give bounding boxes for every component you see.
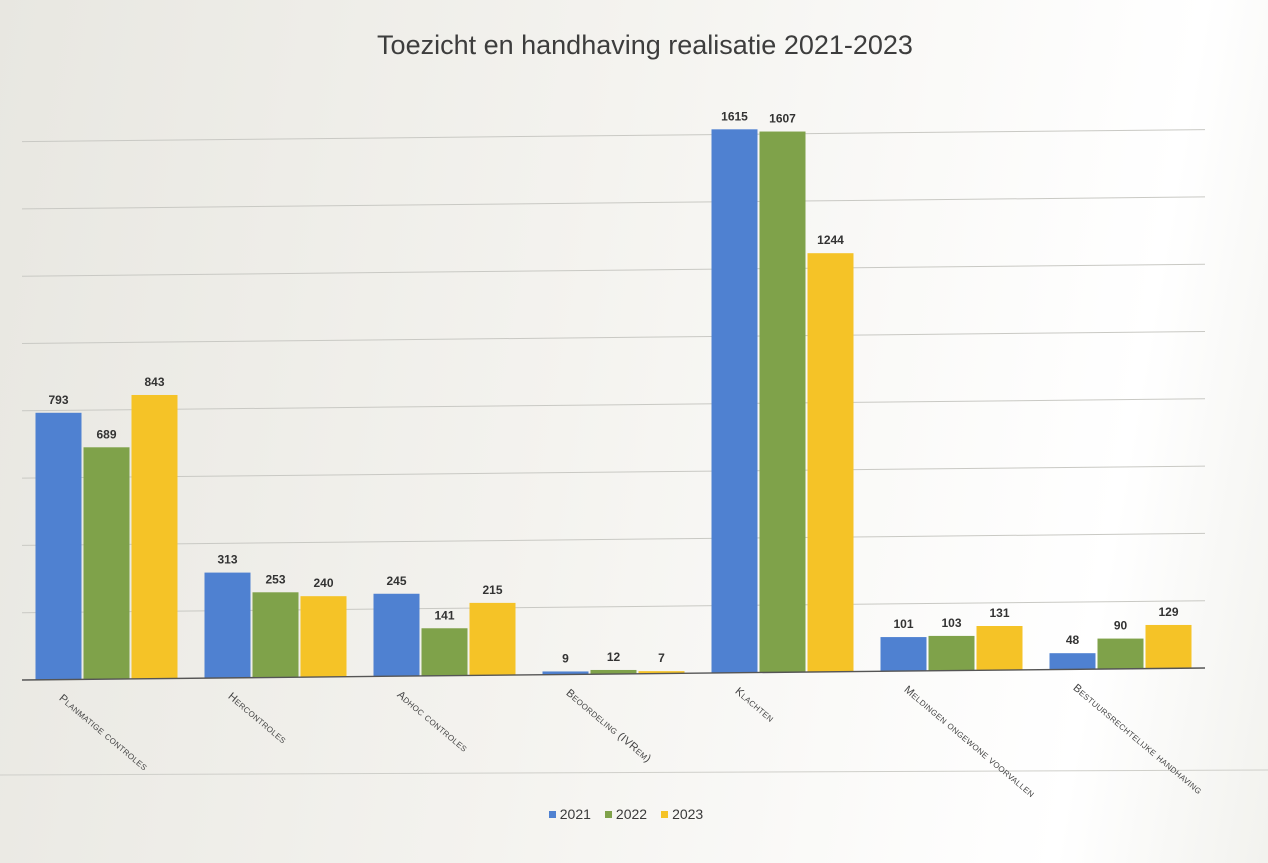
data-label: 1615: [721, 109, 748, 123]
data-label: 103: [941, 616, 961, 630]
legend-item: 2023: [661, 806, 703, 822]
data-label: 7: [658, 651, 665, 665]
bar: [83, 447, 130, 680]
data-label: 793: [48, 393, 68, 407]
bar: [35, 412, 82, 680]
bar: [131, 394, 178, 679]
x-tick-label: Adhoc controles: [395, 689, 470, 755]
legend-label: 2022: [615, 806, 648, 822]
legend-label: 2021: [559, 806, 591, 822]
legend-swatch: [548, 810, 556, 818]
bar: [711, 129, 758, 673]
bar: [638, 671, 685, 674]
bar: [300, 596, 347, 677]
gridline: [21, 398, 1206, 412]
data-label: 689: [96, 427, 116, 441]
bar: [542, 671, 589, 675]
data-label: 48: [1066, 633, 1080, 647]
data-label: 12: [607, 650, 621, 664]
bar: [976, 626, 1023, 671]
data-label: 141: [434, 608, 454, 622]
bar: [421, 628, 468, 676]
bar: [204, 572, 251, 678]
data-label: 1244: [817, 233, 844, 247]
chart-title: Toezicht en handhaving realisatie 2021-2…: [377, 30, 913, 60]
data-label: 1607: [769, 112, 796, 126]
data-label: 240: [313, 576, 333, 590]
bar: [1049, 653, 1096, 670]
bar: [252, 592, 299, 678]
data-label: 313: [217, 553, 237, 567]
legend-item: 2022: [604, 806, 648, 822]
data-label: 215: [482, 583, 502, 597]
legend-item: 2021: [548, 806, 591, 822]
bar: [880, 637, 927, 672]
gridline: [21, 129, 1206, 143]
gridline: [21, 600, 1206, 614]
data-label: 90: [1114, 619, 1128, 633]
data-label: 129: [1158, 605, 1178, 619]
bar: [373, 593, 420, 677]
data-label: 245: [386, 574, 406, 588]
gridline: [21, 263, 1206, 277]
x-tick-label: Bestuursrechtelijke handhaving: [1071, 682, 1205, 797]
bar: [469, 602, 516, 676]
x-tick-label: Beoordeling (IVRem): [564, 687, 654, 765]
bar: [1145, 624, 1192, 669]
legend-label: 2023: [672, 806, 704, 822]
data-label: 9: [562, 651, 569, 665]
gridline: [0, 769, 1268, 776]
data-label: 253: [265, 572, 285, 586]
legend-swatch: [604, 810, 612, 818]
bar: [590, 669, 637, 674]
x-axis: [21, 667, 1206, 681]
gridline: [21, 532, 1206, 546]
bar: [759, 131, 806, 673]
gridline: [21, 196, 1206, 210]
data-label: 101: [893, 617, 913, 631]
x-tick-label: Planmatige controles: [57, 692, 150, 773]
gridline: [21, 331, 1206, 344]
data-label: 843: [144, 375, 164, 389]
x-tick-label: Klachten: [733, 685, 777, 724]
bar: [928, 635, 975, 671]
bar: [807, 253, 854, 672]
legend: 2021 2022 2023: [0, 806, 1252, 822]
x-tick-label: Hercontroles: [226, 691, 289, 747]
x-tick-label: Meldingen ongewone voorvallen: [902, 684, 1038, 800]
bar: [1097, 638, 1144, 669]
data-label: 131: [989, 606, 1009, 620]
gridline: [21, 465, 1206, 479]
legend-swatch: [661, 810, 669, 818]
